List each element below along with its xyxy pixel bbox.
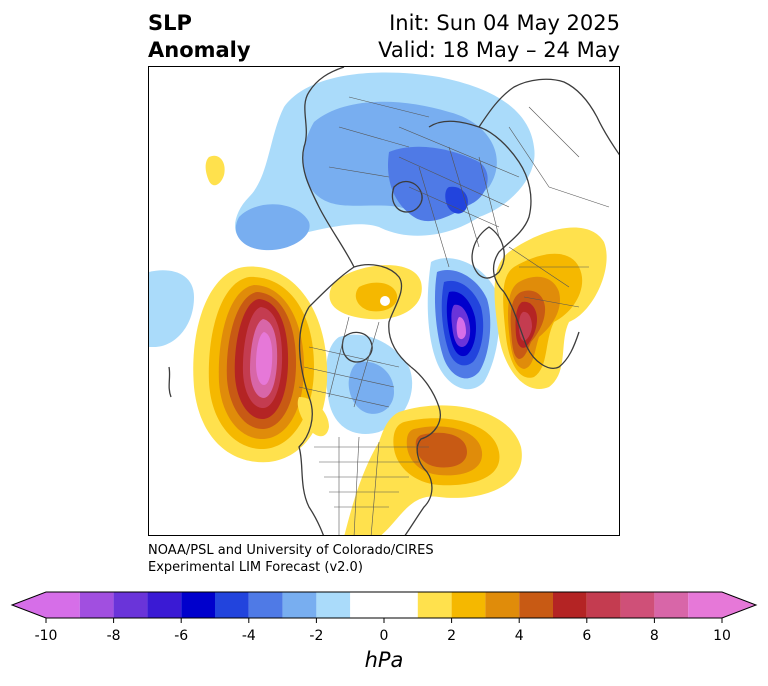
colorbar-bin [688, 592, 722, 618]
colorbar-tick-label: -6 [174, 628, 189, 644]
negative-anomaly-arctic [149, 72, 535, 347]
negative-anomaly-europe [427, 258, 500, 390]
colorbar-bin [553, 592, 587, 618]
colorbar-bin [113, 592, 148, 618]
colorbar-tick-label: 2 [447, 628, 457, 644]
colorbar-tick-label: 4 [514, 628, 524, 644]
colorbar-bin [215, 592, 249, 618]
map-dates: Init: Sun 04 May 2025 Valid: 18 May – 24… [378, 10, 620, 64]
positive-anomaly-pacific [193, 266, 328, 463]
colorbar-bin [451, 592, 486, 618]
colorbar-bin [248, 592, 283, 618]
colorbar-bin [485, 592, 520, 618]
slp-anomaly-map [148, 66, 620, 536]
country-borders [298, 96, 610, 535]
colorbar-bin [620, 592, 655, 618]
colorbar-bin [654, 592, 689, 618]
colorbar-bin [282, 592, 317, 618]
colorbar-tick-label: 6 [582, 628, 592, 644]
colorbar-tick-label: 10 [713, 628, 731, 644]
colorbar-extend-min [12, 592, 46, 618]
coastlines [168, 67, 619, 535]
colorbar-extend-max [722, 592, 756, 618]
colorbar-unit: hPa [364, 648, 404, 672]
colorbar-tick-label: -8 [106, 628, 121, 644]
colorbar-bin [46, 592, 80, 618]
colorbar-bin [316, 592, 351, 618]
colorbar-bin [586, 592, 621, 618]
colorbar-tick-label: 0 [379, 628, 389, 644]
positive-anomaly-small [205, 155, 422, 320]
credit-line2: Experimental LIM Forecast (v2.0) [148, 560, 363, 575]
init-date: Init: Sun 04 May 2025 [389, 11, 620, 35]
positive-anomaly-atlantic [297, 397, 522, 535]
colorbar-bin [350, 592, 418, 618]
title-line1: SLP [148, 11, 192, 35]
credit-line1: NOAA/PSL and University of Colorado/CIRE… [148, 543, 434, 558]
colorbar-tick-label: -2 [309, 628, 324, 644]
colorbar-tick-label: -4 [241, 628, 256, 644]
colorbar-bin [417, 592, 452, 618]
title-line2: Anomaly [148, 38, 251, 62]
colorbar-tick-label: 8 [649, 628, 659, 644]
colorbar [10, 591, 758, 623]
colorbar-bin [79, 592, 114, 618]
colorbar-bin [519, 592, 553, 618]
credit: NOAA/PSL and University of Colorado/CIRE… [148, 542, 434, 576]
colorbar-bin [147, 592, 182, 618]
positive-anomaly-eurasia [494, 227, 607, 389]
colorbar-tick-label: -10 [34, 628, 58, 644]
valid-dates: Valid: 18 May – 24 May [378, 38, 620, 62]
colorbar-bin [181, 592, 215, 618]
map-title: SLP Anomaly [148, 10, 251, 64]
